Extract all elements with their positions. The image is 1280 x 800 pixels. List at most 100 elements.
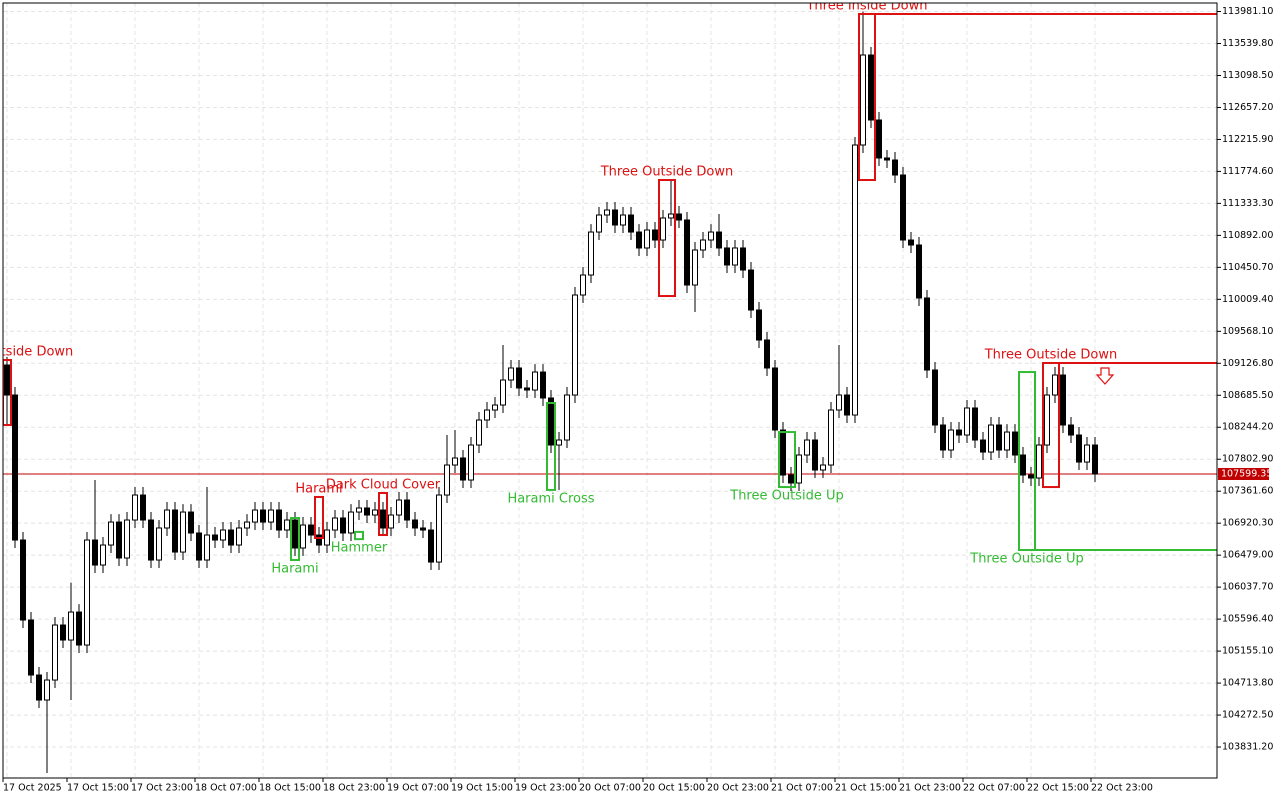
x-tick-label: 17 Oct 15:00 — [67, 783, 129, 794]
candle-body — [908, 239, 914, 246]
candle-body — [748, 269, 754, 311]
x-tick-label: 19 Oct 23:00 — [515, 783, 577, 794]
candle-body — [36, 674, 42, 701]
candle-body — [212, 534, 218, 541]
pattern-box — [3, 359, 12, 427]
candle-body — [476, 419, 482, 446]
last-price-tag — [1218, 467, 1269, 480]
pattern-label: Three Outside Down — [0, 345, 73, 360]
y-tick-label: 109126.80 — [1222, 358, 1273, 369]
y-tick-label: 105155.10 — [1222, 646, 1273, 657]
candle-body — [900, 174, 906, 241]
y-tick-label: 112215.90 — [1222, 134, 1273, 145]
y-tick-label: 111774.60 — [1222, 166, 1273, 177]
candle-body — [692, 249, 698, 286]
candle-body — [404, 499, 410, 521]
candle-body — [788, 474, 794, 484]
pattern-label: Dark Cloud Cover — [326, 477, 441, 492]
candle-body — [156, 527, 162, 561]
x-tick-label: 22 Oct 15:00 — [1027, 783, 1089, 794]
candle-body — [1004, 431, 1010, 451]
candle-body — [92, 539, 98, 566]
candle-body — [4, 364, 10, 396]
plot-area: Three Outside Down Harami Harami Hammer Dark… — [0, 0, 1217, 773]
candle-body — [28, 619, 34, 676]
x-tick-label: 19 Oct 15:00 — [451, 783, 513, 794]
candle-body — [460, 457, 466, 481]
candle-body — [564, 394, 570, 441]
pattern-label: Three Outside Up — [729, 489, 843, 504]
candle-body — [860, 54, 866, 146]
pattern-box — [1042, 361, 1060, 489]
last-price-label: 107599.35 — [1221, 468, 1272, 479]
candle-body — [516, 367, 522, 389]
candle-body — [716, 231, 722, 249]
candle-body — [572, 294, 578, 396]
x-tick-label: 20 Oct 23:00 — [707, 783, 769, 794]
candle-body — [1020, 454, 1026, 476]
y-tick-label: 105596.40 — [1222, 614, 1273, 625]
candle-body — [12, 394, 18, 541]
candle-body — [964, 407, 970, 436]
candle-body — [652, 229, 658, 241]
x-tick-label: 17 Oct 2025 — [3, 783, 62, 794]
candle-body — [436, 494, 442, 563]
axes: 113981.10 113539.80 113098.50 112657.20 1122… — [2, 6, 1273, 794]
candle-body — [380, 509, 386, 529]
x-tick-label: 20 Oct 07:00 — [579, 783, 641, 794]
pattern-label: Three Outside Down — [984, 347, 1118, 362]
candle-body — [916, 244, 922, 299]
plot-border — [2, 2, 1218, 779]
x-tick-label: 18 Oct 07:00 — [195, 783, 257, 794]
candle-body — [388, 514, 394, 529]
candle-body — [796, 454, 802, 484]
candle-body — [548, 397, 554, 446]
candle-body — [284, 519, 290, 531]
y-tick-label: 113098.50 — [1222, 70, 1273, 81]
candle-body — [628, 214, 634, 233]
pattern-label: Three Outside Up — [969, 552, 1083, 567]
y-tick-label: 106037.70 — [1222, 582, 1273, 593]
candle-body — [676, 213, 682, 221]
y-tick-label: 107361.60 — [1222, 486, 1273, 497]
candle-body — [700, 239, 706, 251]
candle-body — [108, 521, 114, 546]
candle-body — [348, 511, 354, 534]
candle-body — [924, 297, 930, 371]
candle-body — [332, 517, 338, 531]
candle-body — [236, 527, 242, 546]
candle-body — [620, 214, 626, 226]
x-tick-label: 19 Oct 07:00 — [387, 783, 449, 794]
candle-body — [1060, 374, 1066, 426]
pattern-label: Three Outside Down — [600, 165, 734, 180]
candle-body — [484, 409, 490, 421]
candle-body — [364, 507, 370, 516]
candle-body — [268, 509, 274, 523]
y-tick-label: 112657.20 — [1222, 102, 1273, 113]
candle-body — [492, 404, 498, 411]
candle-body — [956, 429, 962, 436]
candle-body — [60, 624, 66, 641]
y-tick-label: 108685.50 — [1222, 390, 1273, 401]
candle-body — [820, 464, 826, 471]
candle-body — [44, 679, 50, 701]
pattern-box — [858, 12, 876, 182]
x-tick-label: 17 Oct 23:00 — [131, 783, 193, 794]
candle-body — [596, 214, 602, 233]
candle-body — [1068, 424, 1074, 436]
y-tick-label: 106920.30 — [1222, 518, 1273, 529]
candle-body — [1012, 431, 1018, 456]
candle-body — [1076, 434, 1082, 463]
pattern-box — [1018, 371, 1036, 552]
candle-body — [540, 371, 546, 399]
candle-body — [812, 439, 818, 471]
y-tick-label: 104713.80 — [1222, 678, 1273, 689]
candle-body — [948, 429, 954, 451]
candle-body — [636, 231, 642, 249]
pattern-box — [546, 401, 556, 491]
candle-body — [500, 379, 506, 406]
pattern-box — [290, 516, 300, 562]
pattern-label: Three Inside Down — [805, 0, 927, 13]
